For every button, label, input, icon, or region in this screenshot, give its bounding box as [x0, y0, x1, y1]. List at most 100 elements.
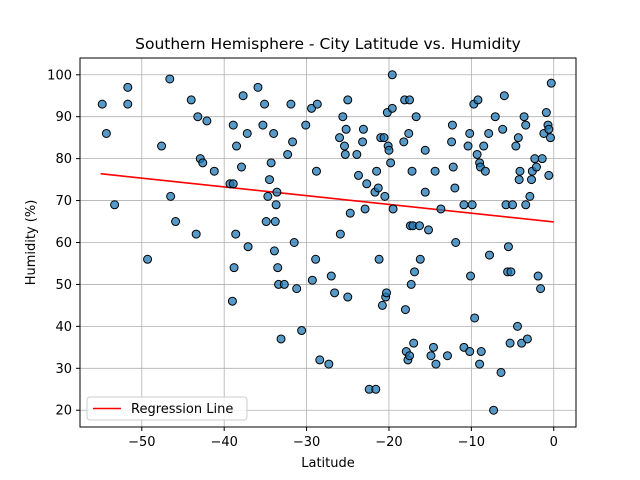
data-point: [472, 149, 482, 159]
data-point: [335, 229, 345, 239]
data-point: [110, 200, 120, 210]
data-point: [503, 242, 513, 252]
x-tick-label: −40: [210, 435, 237, 450]
data-point: [374, 254, 384, 264]
data-point: [372, 166, 382, 176]
data-point: [166, 191, 176, 201]
y-tick-label: 100: [47, 68, 72, 83]
data-point: [353, 170, 363, 180]
data-point: [209, 166, 219, 176]
data-point: [341, 124, 351, 134]
data-point: [465, 128, 475, 138]
data-point: [459, 200, 469, 210]
data-point: [522, 334, 532, 344]
data-point: [236, 162, 246, 172]
x-tick-label: 0: [550, 435, 558, 450]
data-point: [258, 120, 268, 130]
data-point: [544, 170, 554, 180]
data-point: [541, 108, 551, 118]
data-point: [476, 347, 486, 357]
x-tick-label: −50: [128, 435, 155, 450]
data-point: [467, 200, 477, 210]
data-point: [415, 254, 425, 264]
data-point: [311, 166, 321, 176]
data-point: [436, 204, 446, 214]
data-point: [475, 359, 485, 369]
data-point: [480, 166, 490, 176]
y-tick-label: 20: [55, 404, 72, 419]
data-point: [228, 120, 238, 130]
data-point: [424, 225, 434, 235]
data-point: [451, 238, 461, 247]
data-point: [430, 166, 440, 176]
data-point: [270, 217, 280, 227]
y-tick-label: 60: [55, 236, 72, 251]
data-point: [447, 120, 457, 130]
data-point: [511, 141, 521, 151]
data-point: [272, 187, 282, 197]
data-point: [123, 82, 133, 92]
data-point: [371, 384, 381, 394]
data-point: [515, 166, 525, 176]
data-point: [404, 128, 414, 138]
data-point: [352, 149, 362, 159]
data-point: [479, 141, 489, 151]
data-point: [546, 78, 556, 88]
data-point: [411, 112, 421, 122]
data-point: [514, 175, 524, 185]
data-point: [157, 141, 167, 151]
data-point: [193, 112, 203, 122]
data-point: [315, 355, 325, 365]
data-point: [381, 288, 391, 298]
data-point: [442, 351, 452, 361]
data-point: [545, 133, 555, 143]
data-point: [324, 359, 334, 369]
data-point: [466, 271, 476, 281]
y-tick-label: 80: [55, 152, 72, 167]
data-point: [343, 95, 353, 105]
data-point: [269, 246, 279, 256]
data-point: [269, 128, 279, 138]
regression-layer: [100, 172, 554, 223]
data-point: [261, 217, 271, 227]
data-point: [384, 145, 394, 155]
data-point: [489, 405, 499, 415]
data-points: [97, 70, 556, 415]
data-point: [521, 200, 531, 210]
y-tick-label: 50: [55, 278, 72, 293]
data-point: [414, 221, 424, 231]
data-point: [263, 191, 273, 201]
data-point: [450, 183, 460, 193]
data-point: [380, 191, 390, 201]
data-point: [362, 179, 372, 189]
data-point: [271, 200, 281, 210]
data-point: [513, 133, 523, 143]
y-tick-label: 30: [55, 362, 72, 377]
data-point: [420, 145, 430, 155]
x-tick-label: −10: [458, 435, 485, 450]
data-point: [265, 175, 275, 185]
data-point: [202, 116, 212, 126]
data-point: [288, 137, 298, 147]
data-point: [519, 112, 529, 122]
x-tick-label: −30: [293, 435, 320, 450]
data-point: [360, 204, 370, 214]
data-point: [279, 279, 289, 289]
data-point: [297, 326, 307, 336]
data-point: [386, 158, 396, 168]
data-point: [97, 99, 107, 109]
data-point: [400, 305, 410, 315]
data-point: [101, 128, 111, 138]
data-point: [428, 342, 438, 352]
data-point: [276, 334, 286, 344]
data-point: [448, 162, 458, 172]
data-point: [525, 191, 535, 201]
data-point: [387, 70, 397, 80]
data-point: [231, 229, 241, 239]
data-point: [484, 250, 494, 260]
data-point: [339, 141, 349, 151]
data-point: [253, 82, 263, 92]
data-point: [373, 183, 383, 193]
